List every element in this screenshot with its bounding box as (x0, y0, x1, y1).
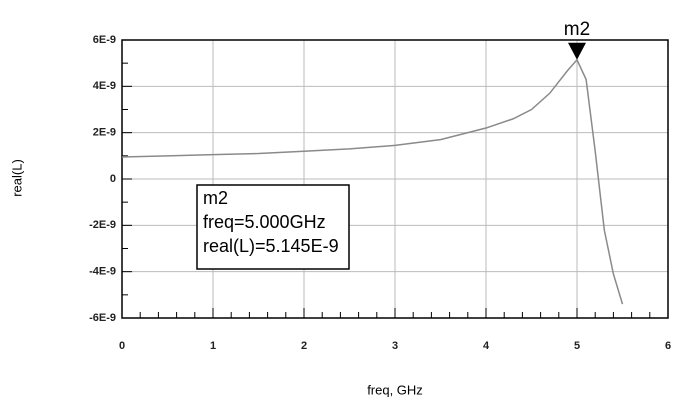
data-line (121, 58, 624, 305)
x-tick-label: 2 (301, 340, 307, 352)
y-tick-label: -6E-9 (89, 312, 116, 324)
marker-readout: m2 (203, 188, 228, 208)
x-tick-label: 4 (483, 340, 490, 352)
marker-box (196, 184, 350, 270)
plot-frame (121, 39, 669, 319)
marker-name: m2 (564, 19, 590, 40)
y-tick-label: 4E-9 (93, 80, 116, 92)
y-tick-label: 0 (110, 173, 116, 185)
x-tick-label: 0 (119, 340, 125, 352)
marker-readout: real(L)=5.145E-9 (203, 236, 339, 256)
x-axis-label: freq, GHz (367, 382, 423, 397)
x-tick-label: 6 (665, 340, 671, 352)
y-tick-label: -2E-9 (89, 219, 116, 231)
marker-triangle (568, 42, 586, 60)
x-tick-label: 1 (210, 340, 216, 352)
y-tick-label: 6E-9 (93, 34, 116, 46)
y-tick-label: -4E-9 (89, 266, 116, 278)
x-tick-label: 5 (574, 340, 580, 352)
x-tick-label: 3 (392, 340, 398, 352)
marker-readout: freq=5.000GHz (203, 212, 326, 232)
y-axis-label: real(L) (9, 159, 24, 197)
y-tick-label: 2E-9 (93, 127, 116, 139)
